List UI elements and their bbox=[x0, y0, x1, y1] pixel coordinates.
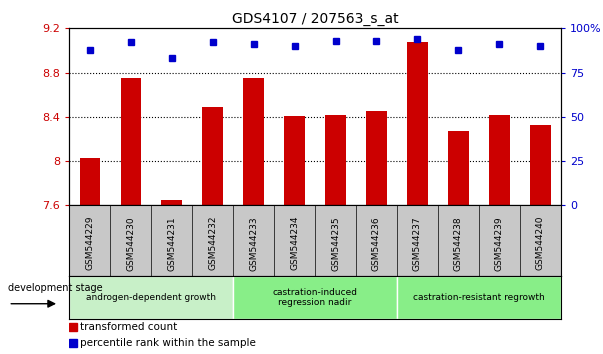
Text: androgen-dependent growth: androgen-dependent growth bbox=[86, 293, 216, 302]
Bar bbox=[285, 116, 305, 205]
Bar bbox=[69, 276, 233, 319]
Text: development stage: development stage bbox=[8, 283, 103, 293]
Bar bbox=[366, 111, 387, 205]
Bar bbox=[121, 78, 141, 205]
Text: percentile rank within the sample: percentile rank within the sample bbox=[80, 338, 256, 348]
Bar bbox=[397, 276, 561, 319]
Text: GSM544237: GSM544237 bbox=[413, 216, 422, 270]
Bar bbox=[407, 42, 428, 205]
Bar bbox=[325, 115, 346, 205]
Bar bbox=[489, 115, 510, 205]
Text: GSM544232: GSM544232 bbox=[208, 216, 217, 270]
Text: GSM544238: GSM544238 bbox=[454, 216, 463, 270]
Bar bbox=[448, 131, 469, 205]
Bar bbox=[530, 125, 551, 205]
Bar bbox=[80, 158, 100, 205]
Text: GSM544240: GSM544240 bbox=[536, 216, 545, 270]
Text: GSM544229: GSM544229 bbox=[85, 216, 94, 270]
Text: GSM544236: GSM544236 bbox=[372, 216, 381, 270]
Text: GSM544234: GSM544234 bbox=[290, 216, 299, 270]
Text: GSM544235: GSM544235 bbox=[331, 216, 340, 270]
Text: GSM544233: GSM544233 bbox=[249, 216, 258, 270]
Bar bbox=[203, 107, 223, 205]
Text: GSM544239: GSM544239 bbox=[495, 216, 504, 270]
Text: transformed count: transformed count bbox=[80, 322, 177, 332]
Text: castration-induced
regression nadir: castration-induced regression nadir bbox=[273, 288, 358, 307]
Bar bbox=[69, 339, 77, 347]
Bar bbox=[69, 324, 77, 331]
Text: GSM544230: GSM544230 bbox=[126, 216, 135, 270]
Text: GSM544231: GSM544231 bbox=[167, 216, 176, 270]
Text: castration-resistant regrowth: castration-resistant regrowth bbox=[413, 293, 545, 302]
Bar bbox=[244, 78, 264, 205]
Bar bbox=[162, 200, 182, 205]
Title: GDS4107 / 207563_s_at: GDS4107 / 207563_s_at bbox=[232, 12, 399, 26]
Bar bbox=[233, 276, 397, 319]
